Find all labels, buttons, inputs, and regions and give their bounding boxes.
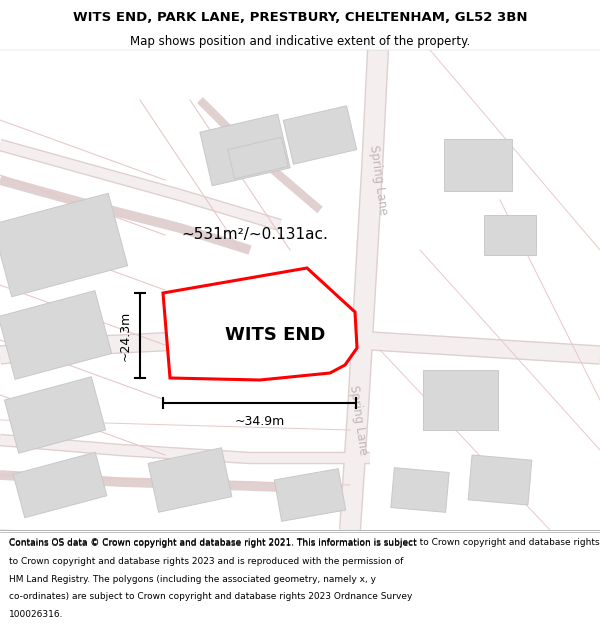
Polygon shape xyxy=(274,469,346,521)
Polygon shape xyxy=(283,106,357,164)
Text: Spring Lane: Spring Lane xyxy=(367,144,389,216)
Text: WITS END, PARK LANE, PRESTBURY, CHELTENHAM, GL52 3BN: WITS END, PARK LANE, PRESTBURY, CHELTENH… xyxy=(73,11,527,24)
Text: Spring Lane: Spring Lane xyxy=(347,384,370,456)
Text: Map shows position and indicative extent of the property.: Map shows position and indicative extent… xyxy=(130,35,470,48)
Text: WITS END: WITS END xyxy=(225,326,325,344)
Polygon shape xyxy=(0,193,128,297)
Text: to Crown copyright and database rights 2023 and is reproduced with the permissio: to Crown copyright and database rights 2… xyxy=(9,557,403,566)
Text: Park Lane: Park Lane xyxy=(201,347,259,363)
Polygon shape xyxy=(484,215,536,255)
Text: ~531m²/~0.131ac.: ~531m²/~0.131ac. xyxy=(182,228,328,242)
PathPatch shape xyxy=(163,268,357,380)
Polygon shape xyxy=(4,377,106,453)
Polygon shape xyxy=(468,455,532,505)
Polygon shape xyxy=(0,291,112,379)
Polygon shape xyxy=(422,370,497,430)
Text: ~34.9m: ~34.9m xyxy=(235,415,284,428)
Text: ~24.3m: ~24.3m xyxy=(119,311,132,361)
Polygon shape xyxy=(200,114,290,186)
Polygon shape xyxy=(228,138,288,179)
Polygon shape xyxy=(148,448,232,512)
Text: Contains OS data © Crown copyright and database right 2021. This information is : Contains OS data © Crown copyright and d… xyxy=(9,539,417,549)
Text: 100026316.: 100026316. xyxy=(9,610,64,619)
Polygon shape xyxy=(444,139,512,191)
Polygon shape xyxy=(13,452,107,518)
Text: co-ordinates) are subject to Crown copyright and database rights 2023 Ordnance S: co-ordinates) are subject to Crown copyr… xyxy=(9,592,412,601)
Polygon shape xyxy=(391,468,449,512)
Text: Contains OS data © Crown copyright and database right 2021. This information is : Contains OS data © Crown copyright and d… xyxy=(9,538,600,547)
Text: HM Land Registry. The polygons (including the associated geometry, namely x, y: HM Land Registry. The polygons (includin… xyxy=(9,574,376,584)
